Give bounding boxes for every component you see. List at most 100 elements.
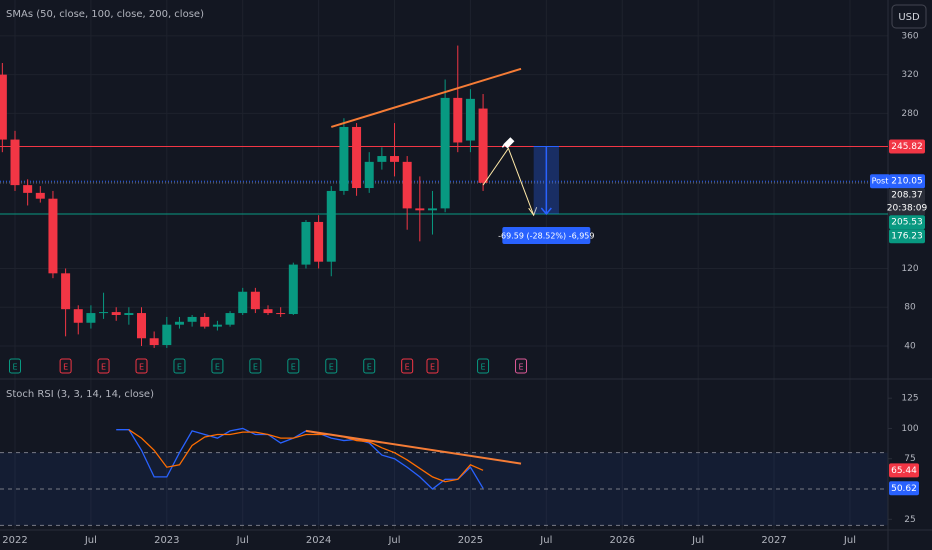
value-tag-label: 65.44 — [891, 466, 917, 476]
candle-body — [276, 313, 286, 315]
x-tick-label: Jul — [387, 535, 400, 546]
candle-body — [314, 221, 324, 262]
earnings-marker — [477, 358, 490, 374]
price-tag-label: 210.05 — [891, 177, 923, 187]
candle-body — [137, 313, 147, 339]
measure-arrow-head — [540, 207, 552, 216]
candle-body — [73, 309, 83, 323]
candle-body — [149, 338, 159, 346]
x-tick-label: Jul — [84, 535, 97, 546]
candle-body — [0, 74, 7, 140]
series-line — [116, 427, 484, 490]
price-tag-label: 208.37 — [891, 191, 923, 201]
earnings-label: E — [518, 363, 523, 372]
candle-body — [478, 108, 488, 183]
y-tick-label: 40 — [904, 342, 916, 352]
candle-body — [402, 161, 412, 209]
y-tick-label: 120 — [901, 264, 918, 274]
y-tick-label: 360 — [901, 31, 918, 41]
indicator-title: Stoch RSI (3, 3, 14, 14, close) — [6, 389, 154, 400]
currency-button[interactable] — [891, 4, 927, 29]
candle-body — [162, 324, 172, 346]
candle-body — [187, 316, 197, 322]
earnings-marker — [173, 358, 186, 374]
candle-body — [453, 97, 463, 143]
countdown-tag — [889, 202, 925, 216]
price-tag — [889, 174, 925, 189]
earnings-label: E — [367, 363, 372, 372]
earnings-label: E — [101, 363, 106, 372]
measure-label-box — [502, 226, 591, 244]
candle-body — [238, 291, 248, 314]
projection-path — [482, 147, 535, 216]
x-tick-label: 2024 — [306, 535, 331, 546]
candle-body — [23, 185, 33, 193]
y-tick-label: 25 — [904, 515, 915, 525]
y-tick-label: 320 — [901, 70, 918, 80]
earnings-label: E — [12, 363, 17, 372]
price-tag-label: 205.53 — [891, 218, 923, 228]
candle-body — [440, 97, 450, 209]
earnings-label: E — [253, 363, 258, 372]
candle-body — [61, 273, 71, 310]
y-tick-label: 125 — [901, 394, 918, 404]
currency-label[interactable]: USD — [898, 12, 920, 23]
earnings-marker — [287, 358, 300, 374]
candle-body — [35, 192, 45, 199]
candle-body — [352, 126, 362, 189]
earnings-label: E — [139, 363, 144, 372]
candle-body — [212, 324, 222, 327]
candle-body — [326, 190, 336, 262]
x-tick-label: Jul — [843, 535, 856, 546]
indicator-title: SMAs (50, close, 100, close, 200, close) — [6, 9, 204, 20]
y-tick-label: 100 — [901, 424, 918, 434]
candle-body — [225, 313, 235, 325]
earnings-label: E — [291, 363, 296, 372]
earnings-label: E — [430, 363, 435, 372]
candle-body — [339, 126, 349, 191]
price-tag-label: 245.82 — [891, 142, 923, 152]
earnings-marker — [97, 358, 110, 374]
earnings-label: E — [481, 363, 486, 372]
earnings-marker — [9, 358, 22, 374]
price-tag-label: 176.23 — [891, 232, 923, 242]
post-badge — [870, 174, 890, 189]
candle-body — [10, 139, 20, 186]
candle-body — [390, 156, 400, 162]
price-tag — [889, 188, 925, 203]
candle-body — [48, 198, 58, 274]
candle-body — [250, 291, 260, 310]
value-tag — [889, 463, 919, 478]
value-tag — [889, 481, 919, 496]
candle-body — [377, 156, 387, 162]
earnings-marker — [211, 358, 224, 374]
candle-body — [86, 313, 96, 323]
candle-body — [99, 312, 109, 314]
candle-body — [465, 98, 475, 141]
candle-body — [415, 208, 425, 211]
x-tick-label: 2027 — [761, 535, 786, 546]
value-tag-label: 50.62 — [891, 484, 917, 494]
price-tag — [889, 139, 925, 154]
earnings-label: E — [63, 363, 68, 372]
arrow-head — [528, 206, 538, 217]
post-badge-label: Post — [872, 177, 889, 186]
y-tick-label: 80 — [904, 303, 916, 313]
series-line — [128, 429, 484, 483]
x-tick-label: 2025 — [458, 535, 483, 546]
measure-label: -69.59 (-28.52%) -6,959 — [498, 231, 594, 240]
candle-body — [200, 316, 210, 327]
earnings-marker — [363, 358, 376, 374]
earnings-marker — [59, 358, 72, 374]
earnings-marker — [135, 358, 148, 374]
candle-body — [301, 221, 311, 265]
price-tag — [889, 229, 925, 244]
x-tick-label: 2022 — [2, 535, 27, 546]
x-tick-label: 2023 — [154, 535, 179, 546]
earnings-marker — [325, 358, 338, 374]
candle-body — [364, 161, 374, 189]
earnings-label: E — [405, 363, 410, 372]
candle-body — [111, 312, 121, 315]
